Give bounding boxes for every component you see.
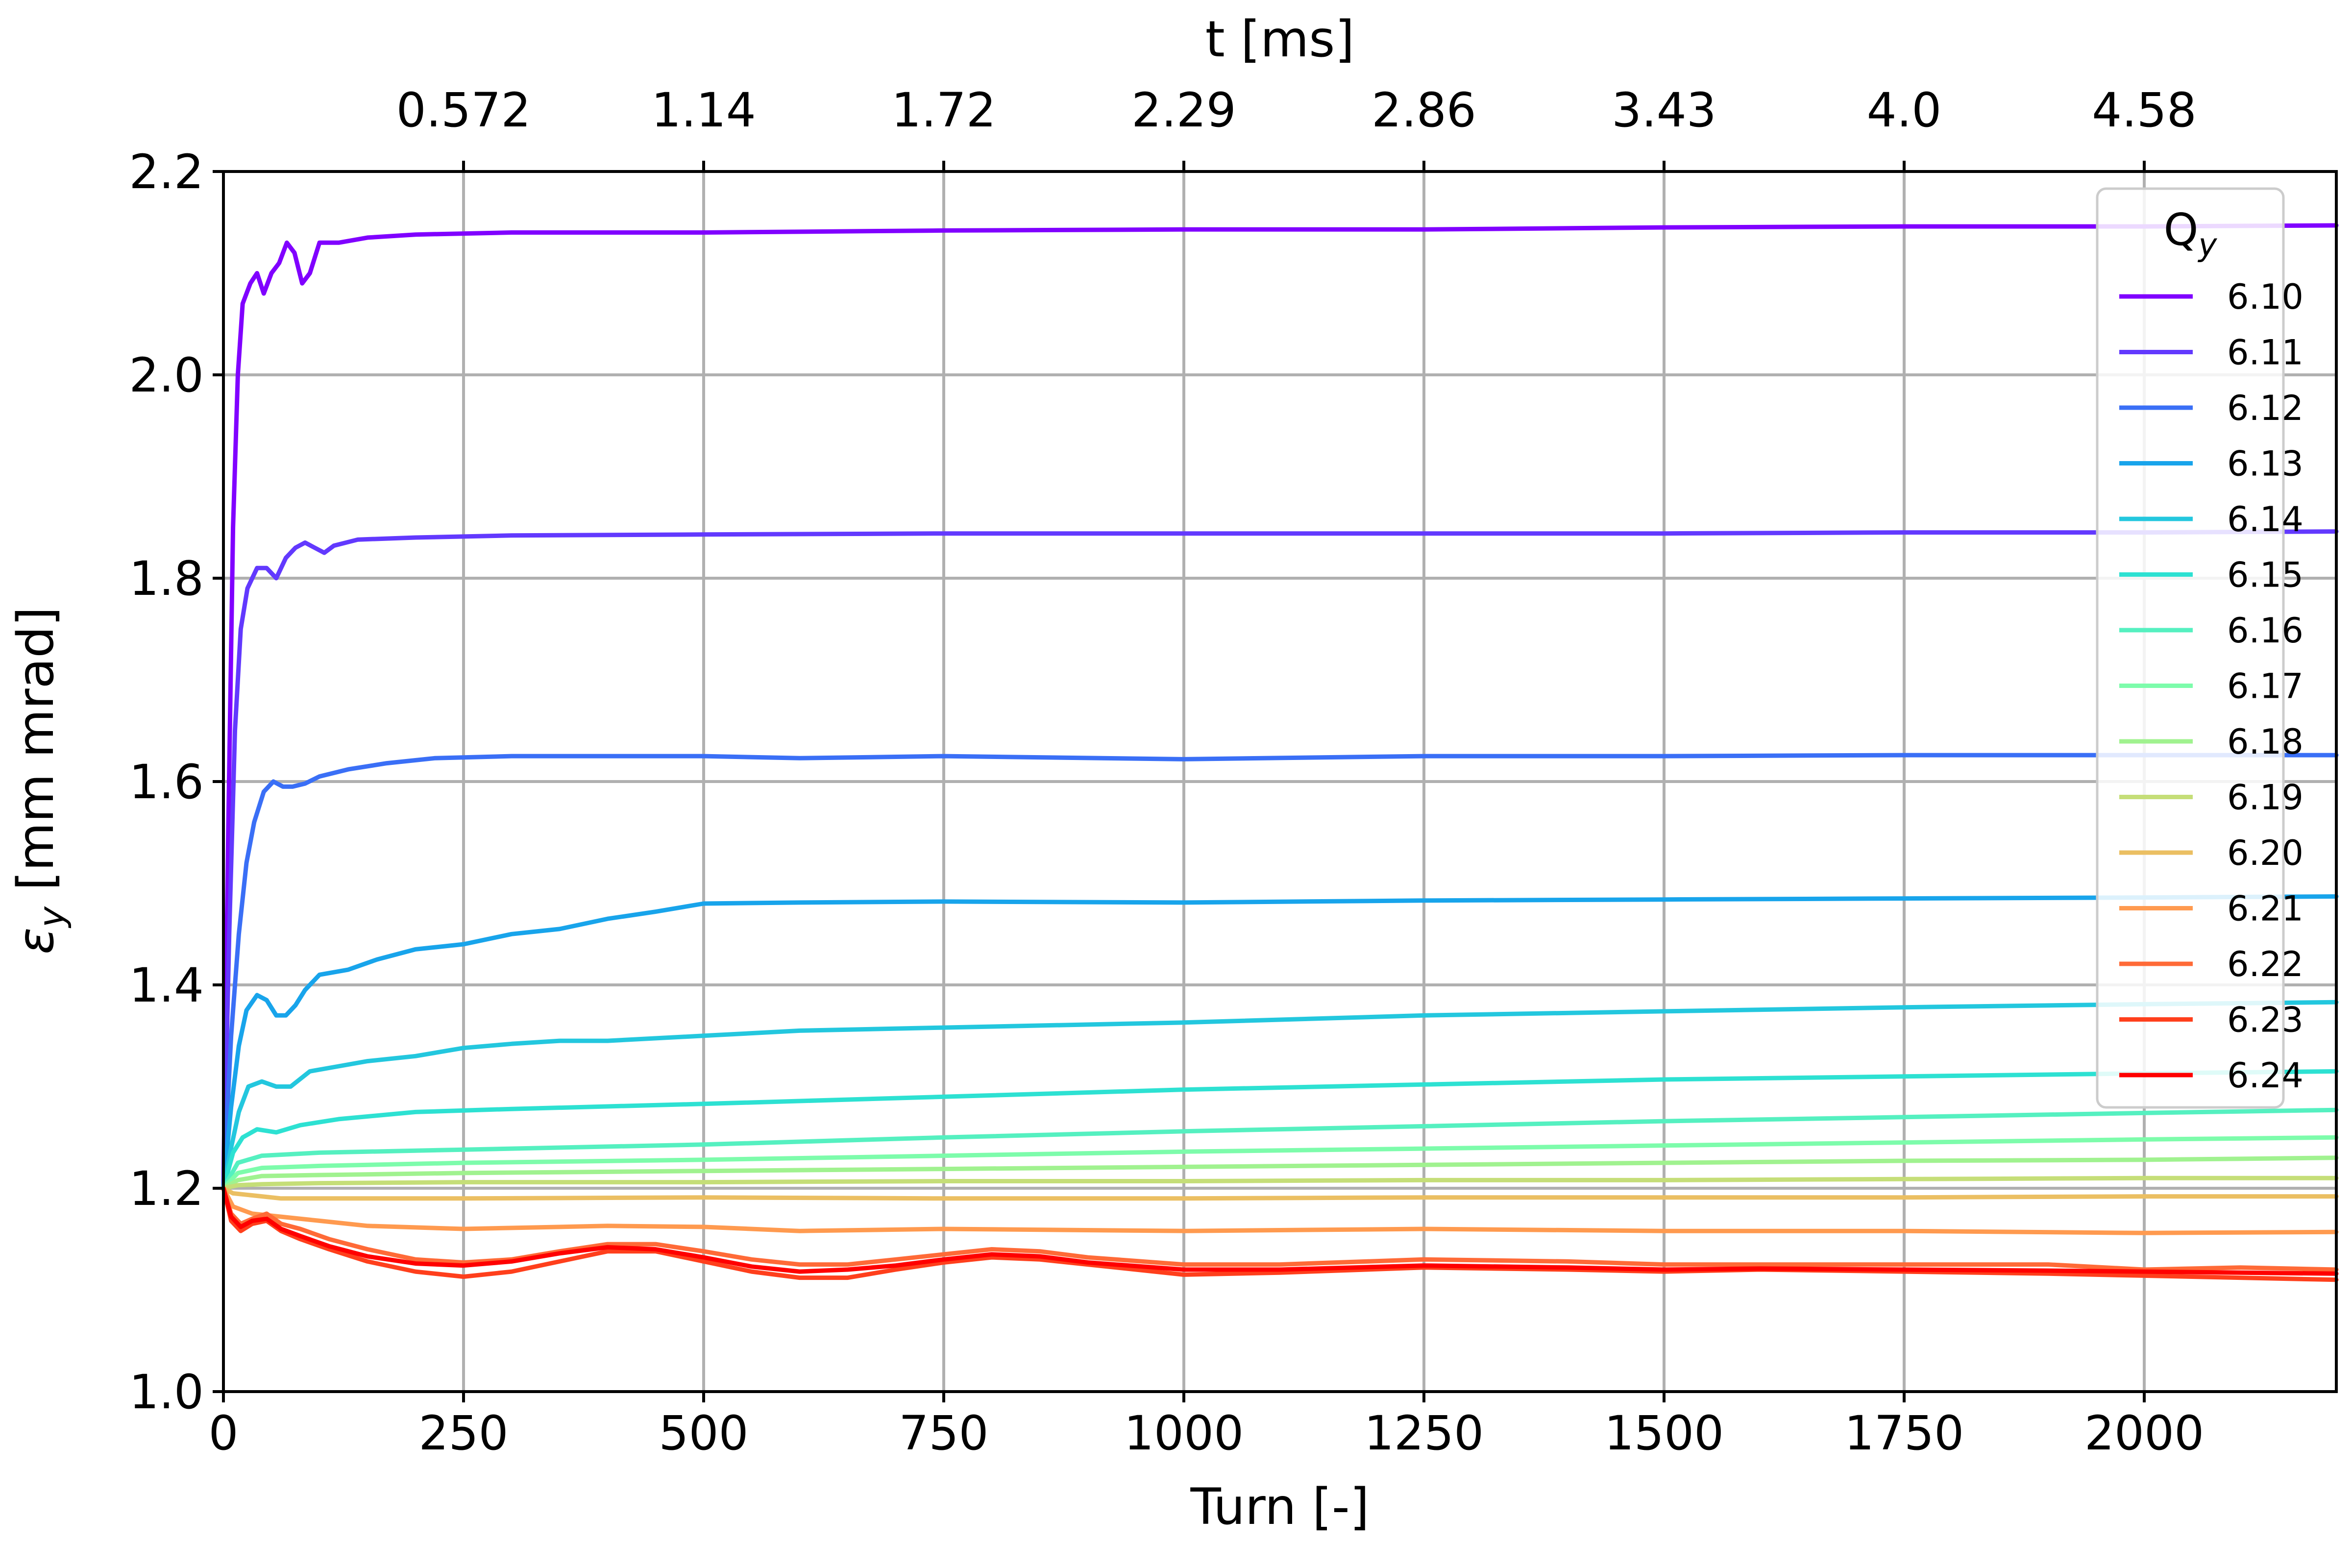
x-tick-label: 750 [899,1406,988,1461]
legend-title-sub: y [2197,227,2217,264]
top-tick-label: 2.29 [1131,83,1236,138]
series-line-6-11 [221,529,2339,1191]
x-tick-label: 1000 [1124,1406,1244,1461]
legend-label: 6.19 [2227,778,2303,818]
series-line-6-15 [221,1069,2339,1191]
legend-box [2096,187,2285,1109]
x-tick-label: 500 [659,1406,748,1461]
top-tick-label: 4.0 [1867,83,1942,138]
series-line-6-20 [221,1186,2339,1201]
y-tick-label: 1.6 [129,755,204,809]
top-tick-label: 3.43 [1612,83,1716,138]
y-tick-label: 2.2 [129,145,204,199]
legend-label: 6.14 [2227,499,2303,539]
y-axis-title-sub: y [31,906,72,929]
y-axis-title-main: ε [7,928,65,955]
x-tick-label: 0 [208,1406,238,1461]
series-line-6-19 [221,1176,2339,1191]
x-tick-label: 1250 [1364,1406,1484,1461]
legend-label: 6.21 [2227,889,2303,929]
legend-label: 6.22 [2227,944,2303,984]
legend-label: 6.17 [2227,666,2303,707]
y-axis-title: εy [mm mrad] [7,607,72,954]
x-tick-label: 1500 [1604,1406,1724,1461]
x-tick-label: 2000 [2084,1406,2204,1461]
y-tick-label: 1.4 [129,958,204,1013]
x-axis-title: Turn [-] [1190,1478,1369,1536]
y-tick-label: 1.2 [129,1161,204,1216]
series-lines [221,223,2339,1282]
x-tick-label: 250 [418,1406,508,1461]
series-line-6-14 [221,1000,2339,1191]
x-tick-label: 1750 [1844,1406,1964,1461]
legend: Qy 6.106.116.126.136.146.156.166.176.186… [2096,187,2303,1109]
series-line-6-10 [221,223,2339,1191]
legend-label: 6.18 [2227,722,2303,762]
top-tick-label: 4.58 [2092,83,2197,138]
legend-label: 6.10 [2227,277,2303,317]
legend-label: 6.23 [2227,1000,2303,1040]
series-line-6-13 [221,894,2339,1191]
top-tick-label: 1.72 [891,83,996,138]
y-tick-label: 1.0 [129,1365,204,1420]
legend-label: 6.15 [2227,555,2303,595]
legend-label: 6.11 [2227,333,2303,373]
legend-label: 6.24 [2227,1055,2303,1096]
series-line-6-16 [221,1107,2339,1191]
legend-label: 6.13 [2227,444,2303,484]
tick-labels: 0 250 500 750 1000 1250 1500 1750 2000 1.0 1.2 1.4 1… [129,83,2204,1461]
legend-label: 6.20 [2227,833,2303,873]
legend-title: Qy [2164,204,2218,264]
top-tick-label: 0.572 [396,83,531,138]
series-line-6-22 [221,1186,2339,1272]
axis-ticks [213,161,2146,1402]
legend-label: 6.16 [2227,611,2303,651]
series-line-6-12 [221,753,2339,1191]
top-tick-label: 2.86 [1372,83,1476,138]
top-tick-label: 1.14 [651,83,756,138]
legend-label: 6.12 [2227,388,2303,428]
series-line-6-24 [221,1186,2339,1276]
y-tick-label: 1.8 [129,551,204,606]
y-tick-label: 2.0 [129,348,204,403]
series-line-6-18 [221,1155,2339,1191]
series-line-6-17 [221,1135,2339,1191]
legend-title-main: Q [2164,204,2199,256]
y-axis-title-rest: [mm mrad] [7,607,65,906]
top-axis-title: t [ms] [1205,10,1355,69]
legend-entries: 6.10 6.11 6.12 6.13 6.14 6.15 6.16 6.17 6.18 6.19… [2119,277,2303,1096]
